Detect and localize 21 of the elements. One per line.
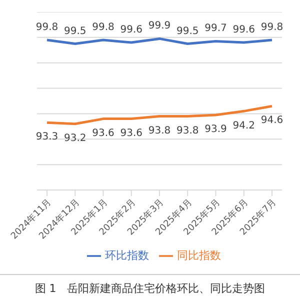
data-label: 99.8 [36,22,58,33]
data-label: 93.6 [120,128,143,139]
data-label: 99.6 [232,24,256,36]
data-label: 99.6 [120,24,143,36]
data-label: 99.9 [148,20,171,32]
data-label: 93.6 [92,128,114,139]
data-label: 99.8 [92,22,114,33]
data-label: 93.8 [148,125,171,136]
data-label: 93.9 [204,124,227,136]
data-label: 99.5 [176,26,199,37]
data-label: 99.7 [204,23,227,34]
data-label: 99.8 [260,22,284,33]
legend-label: 同比指数 [177,249,221,262]
data-label: 93.8 [176,125,199,136]
data-label: 94.2 [232,120,256,132]
data-label: 93.3 [36,132,58,143]
text: 图 1 岳阳新建商品住宅价格环比、同比走势图 [0,274,300,296]
data-label: 94.6 [260,115,284,126]
data-label: 93.2 [64,132,86,144]
legend-label: 环比指数 [105,249,149,262]
data-label: 99.5 [64,26,86,37]
